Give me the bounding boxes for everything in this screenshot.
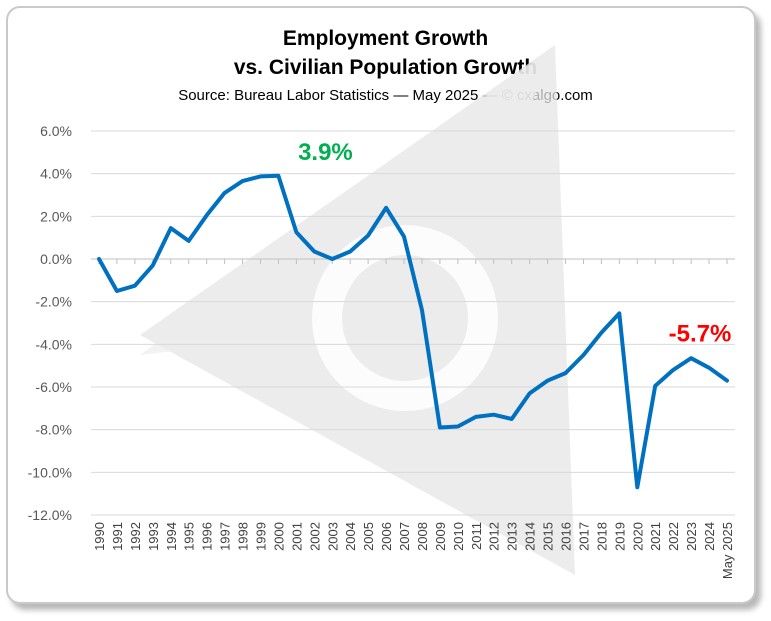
x-tick-label: 2005	[361, 522, 376, 551]
x-tick-label: May 2025	[720, 522, 735, 579]
x-tick-label: 2019	[612, 522, 627, 551]
x-tick-label: 1994	[164, 522, 179, 551]
x-tick-label: 2022	[666, 522, 681, 551]
data-label: -5.7%	[669, 321, 732, 348]
y-tick-label: -10.0%	[28, 464, 72, 480]
x-tick-label: 2020	[630, 522, 645, 551]
x-tick-label: 2007	[397, 522, 412, 551]
x-tick-label: 2008	[415, 522, 430, 551]
series-group	[97, 173, 729, 490]
x-tick-label: 2018	[594, 522, 609, 551]
x-tick-label: 1995	[182, 522, 197, 551]
x-tick-label: 1997	[218, 522, 233, 551]
y-tick-label: -6.0%	[35, 379, 72, 395]
x-tick-label: 2021	[648, 522, 663, 551]
chart-title-line2: vs. Civilian Population Growth	[233, 56, 538, 79]
x-tick-label: 2001	[289, 522, 304, 551]
series-line	[97, 173, 729, 490]
data-label: 3.9%	[298, 139, 353, 166]
y-tick-label: 0.0%	[40, 251, 72, 267]
y-tick-label: 2.0%	[40, 208, 72, 224]
x-tick-label: 1993	[146, 522, 161, 551]
x-tick-label: 2013	[505, 522, 520, 551]
annotations: 3.9% -5.7%	[298, 139, 731, 348]
y-tick-label: -8.0%	[35, 422, 72, 438]
watermark-logo	[140, 45, 575, 575]
x-tick-label: 1999	[253, 522, 268, 551]
y-axis: 6.0% 4.0% 2.0% 0.0% -2.0% -4.0% -6.0% -8.0% -10.…	[28, 123, 72, 523]
gridlines	[91, 130, 735, 516]
y-tick-label: 4.0%	[40, 166, 72, 182]
x-tick-label: 2016	[559, 522, 574, 551]
x-tick-label: 2000	[271, 522, 286, 551]
y-tick-label: -4.0%	[35, 336, 72, 352]
x-axis: 1990 1991 1992 1993 1994 1995 1996 1997 1998 1999…	[92, 259, 735, 579]
x-tick-label: 2023	[684, 522, 699, 551]
x-tick-label: 2009	[433, 522, 448, 551]
x-tick-label: 2017	[576, 522, 591, 551]
x-tick-label: 2024	[702, 522, 717, 551]
y-tick-label: -12.0%	[28, 507, 72, 523]
x-tick-label: 2002	[307, 522, 322, 551]
y-tick-label: 6.0%	[40, 123, 72, 139]
chart-title-line1: Employment Growth	[282, 27, 489, 50]
x-tick-label: 2015	[541, 522, 556, 551]
x-tick-label: 2003	[325, 522, 340, 551]
x-tick-label: 2010	[451, 522, 466, 551]
x-tick-label: 1990	[92, 522, 107, 551]
x-tick-label: 2014	[523, 522, 538, 551]
watermark-facet	[140, 45, 555, 355]
x-tick-label: 2004	[343, 522, 358, 551]
x-tick-label: 2006	[379, 522, 394, 551]
y-tick-label: -2.0%	[35, 294, 72, 310]
x-tick-label: 2011	[469, 522, 484, 550]
x-tick-label: 1998	[236, 522, 251, 551]
x-tick-label: 1991	[110, 522, 125, 551]
x-tick-label: 2012	[487, 522, 502, 551]
x-tick-label: 1996	[200, 522, 215, 551]
x-tick-label: 1992	[128, 522, 143, 551]
